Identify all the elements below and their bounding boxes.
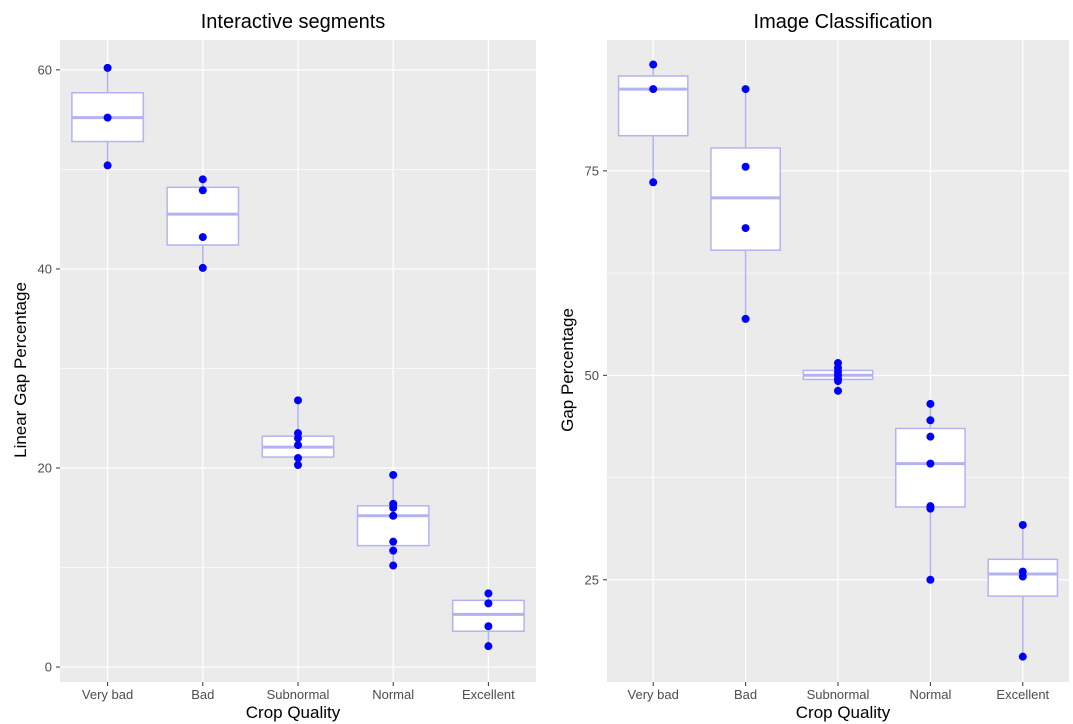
data-point [741, 224, 750, 233]
chart-title: Interactive segments [201, 11, 386, 33]
x-tick-label: Bad [734, 687, 757, 702]
data-point [649, 85, 658, 94]
x-tick-label: Normal [909, 687, 951, 702]
data-point [294, 454, 302, 463]
data-point [294, 461, 302, 470]
data-point [198, 263, 207, 272]
x-tick-label: Normal [372, 687, 414, 702]
x-tick-label: Very bad [628, 687, 679, 702]
y-axis-title: Linear Gap Percentage [11, 282, 30, 458]
x-tick-label: Excellent [462, 687, 515, 702]
data-point [198, 186, 207, 195]
data-point [926, 432, 935, 441]
y-tick-label: 75 [585, 163, 599, 178]
box [617, 75, 689, 137]
x-tick-label: Very bad [82, 687, 133, 702]
data-point [389, 503, 398, 512]
data-point [741, 314, 750, 323]
x-tick-label: Excellent [996, 687, 1049, 702]
data-point [1018, 652, 1027, 661]
data-point [926, 416, 935, 425]
data-point [834, 386, 842, 395]
data-point [389, 561, 398, 570]
y-tick-label: 50 [585, 368, 599, 383]
data-point [741, 162, 750, 171]
data-point [294, 441, 302, 450]
y-tick-label: 20 [38, 461, 52, 476]
data-point [834, 377, 842, 386]
data-point [926, 399, 935, 408]
data-point [198, 175, 207, 184]
data-point [484, 599, 493, 608]
data-point [389, 537, 398, 546]
data-point [484, 622, 493, 631]
data-point [741, 85, 750, 94]
y-tick-label: 25 [585, 572, 599, 587]
data-point [389, 511, 398, 520]
data-point [649, 60, 658, 69]
data-point [1018, 520, 1027, 529]
y-tick-label: 40 [38, 261, 52, 276]
data-point [389, 470, 398, 479]
data-point [103, 113, 112, 122]
y-tick-label: 0 [45, 660, 52, 675]
data-point [484, 589, 493, 598]
data-point [926, 504, 935, 513]
data-point [484, 642, 493, 651]
data-point [926, 575, 935, 584]
data-point [389, 546, 398, 555]
chart-image-classification: Image Classification Crop Quality Gap Pe… [558, 11, 1069, 722]
box [895, 427, 966, 508]
x-tick-label: Subnormal [267, 687, 330, 702]
x-tick-label: Bad [191, 687, 214, 702]
data-point [1018, 572, 1027, 581]
data-point [649, 178, 658, 187]
data-point [294, 434, 302, 443]
x-axis-title: Crop Quality [246, 703, 341, 722]
y-tick-label: 60 [38, 62, 52, 77]
x-tick-label: Subnormal [807, 687, 870, 702]
y-axis-title: Gap Percentage [558, 308, 577, 432]
data-point [103, 161, 112, 170]
chart-title: Image Classification [754, 11, 933, 33]
data-point [198, 233, 207, 242]
data-point [103, 63, 112, 72]
data-point [294, 396, 302, 405]
chart-interactive-segments: Interactive segments Crop Quality Linear… [11, 11, 536, 722]
x-axis-title: Crop Quality [796, 703, 891, 722]
data-point [926, 459, 935, 468]
